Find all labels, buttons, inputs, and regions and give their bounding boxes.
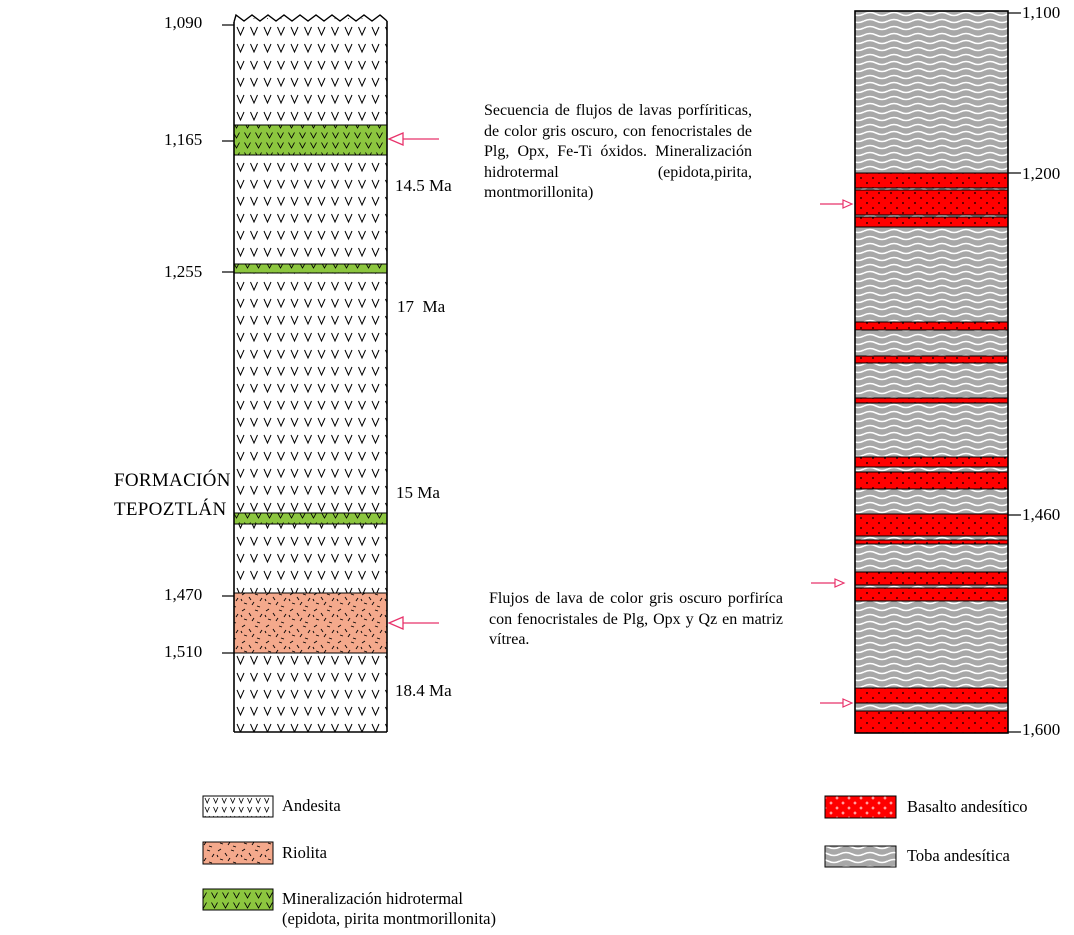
depth-label-left: 1,165 (164, 130, 203, 149)
depth-label-left: 1,510 (164, 642, 203, 661)
age-label: 17 Ma (397, 297, 446, 316)
basalto-band (854, 587, 1009, 602)
left-stratigraphic-column (222, 13, 439, 733)
basalto-band (854, 456, 1009, 468)
legend-label-mineralizacion-detail: (epidota, pirita montmorillonita) (282, 909, 496, 928)
depth-label-right: 1,100 (1022, 3, 1061, 22)
age-label: 15 Ma (396, 483, 440, 502)
mineralizacion-band-1 (233, 124, 388, 156)
basalto-band (854, 513, 1009, 537)
legend-label-riolita: Riolita (282, 843, 327, 862)
depth-label-left: 1,255 (164, 262, 203, 281)
right-stratigraphic-column (811, 10, 1021, 734)
toba-layer (855, 11, 1008, 733)
pointer-arrow (820, 199, 854, 209)
legend-swatches (202, 795, 897, 911)
basalto-band (854, 321, 1009, 331)
basalto-band (854, 355, 1009, 364)
column-top-zigzag (233, 13, 388, 23)
pointer-arrow (387, 132, 439, 146)
legend-label-basalto: Basalto andesítico (907, 797, 1028, 816)
legend-label-mineralizacion: Mineralización hidrotermal (282, 889, 463, 908)
riolita-layer (233, 592, 388, 654)
basalto-layers (854, 172, 1009, 734)
basalto-band (854, 687, 1009, 704)
right-column-outline (854, 10, 1009, 734)
description-lower: Flujos de lava de color gris oscuro porf… (489, 590, 783, 648)
formation-name: FORMACIÓN TEPOZTLÁN (114, 466, 231, 524)
legend-label-toba: Toba andesítica (907, 846, 1010, 865)
age-label: 14.5 Ma (395, 176, 452, 195)
basalto-band (854, 189, 1009, 216)
formation-name-line: FORMACIÓN (114, 470, 231, 491)
basalto-band (854, 216, 1009, 228)
basalto-band (854, 397, 1009, 404)
basalto-band (854, 172, 1009, 189)
depth-label-right: 1,460 (1022, 505, 1061, 524)
depth-label-left: 1,470 (164, 585, 203, 604)
depth-label-right: 1,200 (1022, 164, 1061, 183)
legend-swatch-basalto (824, 795, 897, 819)
depth-label-right: 1,600 (1022, 720, 1061, 739)
legend-swatch-andesita (202, 795, 274, 818)
basalto-band (854, 571, 1009, 586)
basalto-band (854, 710, 1009, 734)
pointer-arrow (811, 578, 846, 588)
mineralizacion-band-2 (233, 263, 388, 274)
age-label: 18.4 Ma (395, 681, 452, 700)
legend-swatch-mineralizacion (202, 888, 274, 911)
basalto-band (854, 471, 1009, 490)
pointer-arrow (387, 616, 439, 630)
depth-label-left: 1,090 (164, 13, 203, 32)
description-upper: Secuencia de flujos de lavas porfíritica… (484, 102, 752, 201)
mineralizacion-band-3 (233, 512, 388, 525)
basalto-band (854, 539, 1009, 545)
legend-swatch-riolita (202, 841, 274, 865)
pointer-arrow (820, 698, 854, 708)
formation-name-line: TEPOZTLÁN (114, 499, 227, 520)
legend-swatch-toba (824, 845, 897, 868)
legend-label-andesita: Andesita (282, 796, 341, 815)
